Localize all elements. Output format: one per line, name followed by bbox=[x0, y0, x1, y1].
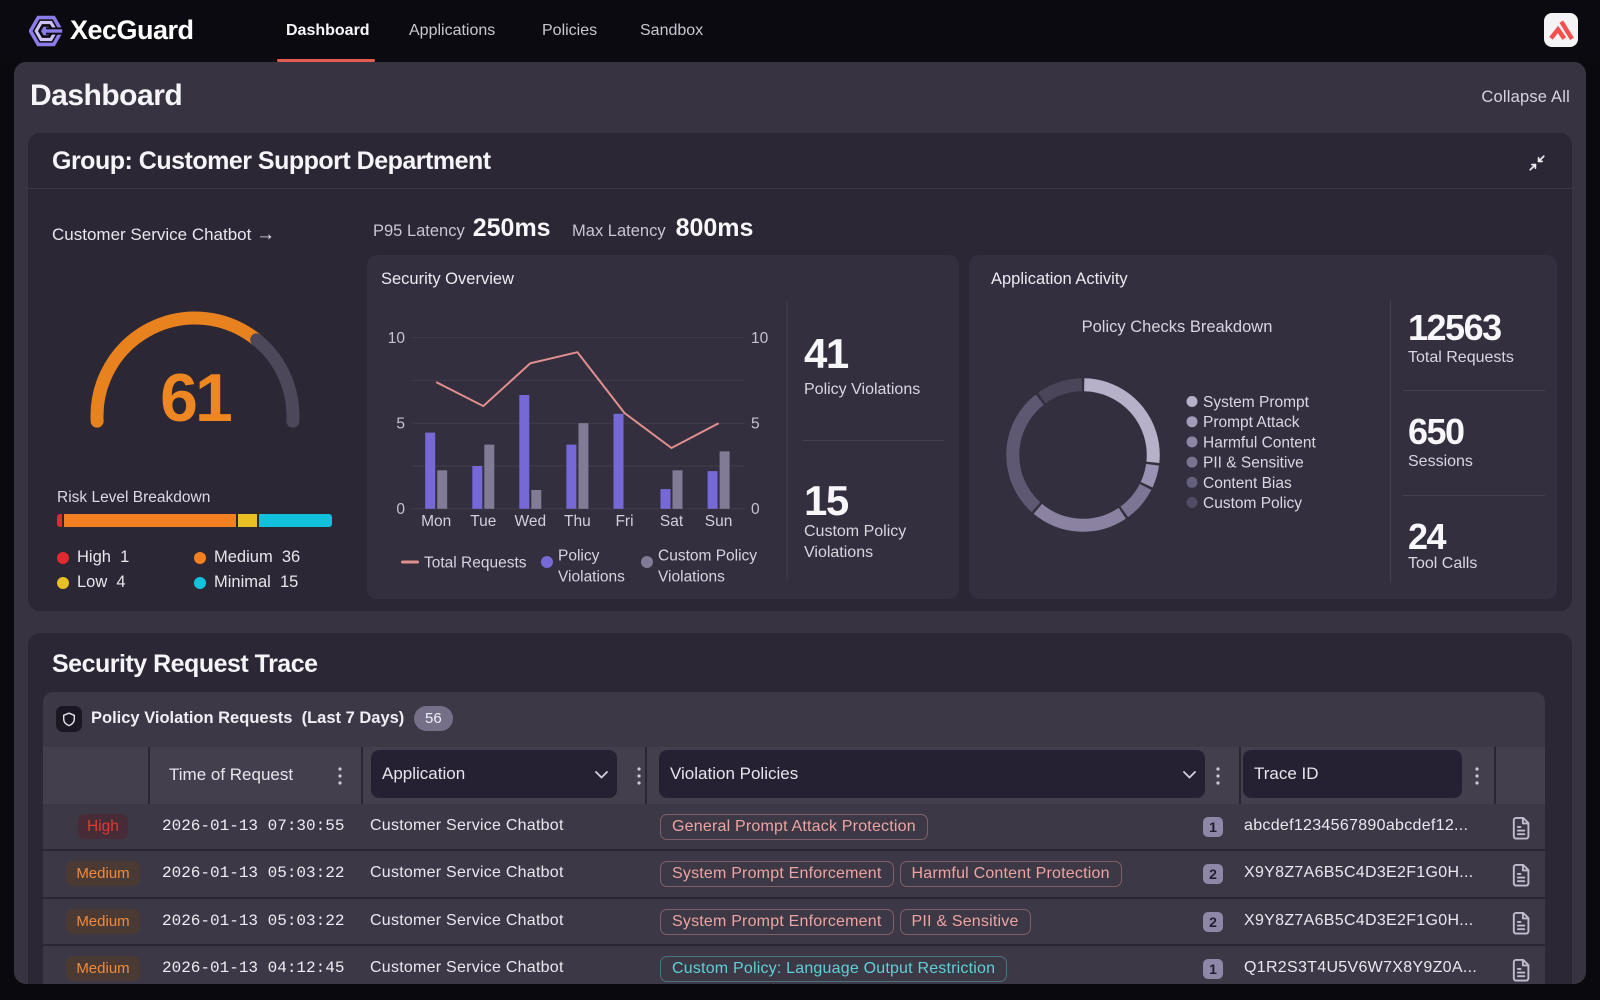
svg-text:Violations: Violations bbox=[558, 569, 625, 586]
svg-text:Sat: Sat bbox=[660, 513, 684, 530]
svg-text:0: 0 bbox=[751, 501, 760, 518]
svg-text:Mon: Mon bbox=[421, 513, 451, 530]
svg-text:Sun: Sun bbox=[705, 513, 733, 530]
svg-text:Violations: Violations bbox=[658, 569, 725, 586]
svg-text:Thu: Thu bbox=[564, 513, 591, 530]
svg-text:PII & Sensitive: PII & Sensitive bbox=[1203, 455, 1304, 472]
svg-text:Policy: Policy bbox=[558, 548, 600, 565]
svg-text:Content Bias: Content Bias bbox=[1203, 475, 1292, 492]
svg-text:5: 5 bbox=[751, 416, 760, 433]
svg-text:0: 0 bbox=[396, 501, 405, 518]
svg-text:Custom Policy: Custom Policy bbox=[1203, 495, 1302, 512]
svg-text:Wed: Wed bbox=[515, 513, 547, 530]
svg-text:10: 10 bbox=[751, 330, 769, 347]
svg-text:Fri: Fri bbox=[615, 513, 633, 530]
svg-text:Total Requests: Total Requests bbox=[424, 555, 527, 572]
svg-text:Tue: Tue bbox=[470, 513, 496, 530]
svg-text:5: 5 bbox=[396, 416, 405, 433]
svg-text:10: 10 bbox=[388, 330, 406, 347]
svg-text:Custom Policy: Custom Policy bbox=[658, 548, 757, 565]
svg-text:Harmful Content: Harmful Content bbox=[1203, 434, 1317, 451]
svg-text:Prompt Attack: Prompt Attack bbox=[1203, 414, 1300, 431]
svg-text:System Prompt: System Prompt bbox=[1203, 394, 1310, 411]
